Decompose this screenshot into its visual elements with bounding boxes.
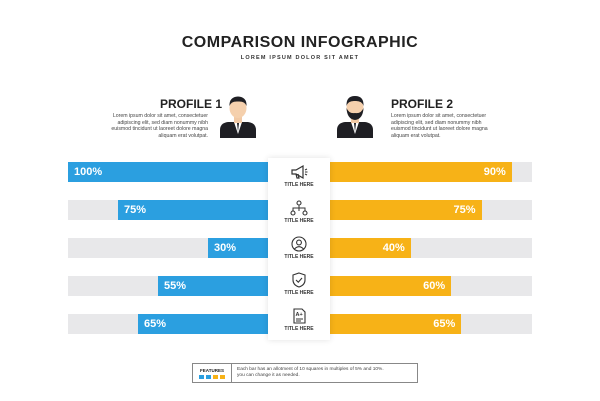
footer-legend-squares [199, 374, 225, 379]
man-avatar-icon [216, 92, 260, 138]
profile-1-bar: 55% [158, 276, 268, 296]
footer-legend-title: FEATURES [200, 367, 224, 373]
grade-document-icon: A+ [293, 308, 306, 324]
feature-4: TITLE HERE [268, 272, 330, 296]
feature-1-label: TITLE HERE [284, 182, 314, 188]
features-column: TITLE HERE TITLE HERE TITLE HERE TITLE H… [268, 158, 330, 340]
profile-1-bar: 100% [68, 162, 268, 182]
user-circle-icon [291, 236, 307, 252]
svg-text:A+: A+ [296, 312, 303, 318]
profile-1-bar: 65% [138, 314, 268, 334]
profile-2-bar: 75% [330, 200, 482, 220]
footer-note-line-1: Each bar has an allotment of 10 squares … [237, 367, 384, 372]
legend-square-blue [199, 374, 204, 379]
feature-3-label: TITLE HERE [284, 254, 314, 260]
bearded-man-avatar-icon [333, 92, 377, 138]
legend-square-yellow [213, 374, 218, 379]
profile-2-bar: 90% [330, 162, 512, 182]
profile-1-bar: 30% [208, 238, 268, 258]
legend-square-yellow [220, 374, 225, 379]
feature-4-label: TITLE HERE [284, 290, 314, 296]
footer-note-line-2: you can change it as needed. [237, 373, 300, 378]
profile-2-description: Lorem ipsum dolor sit amet, consectetuer… [391, 113, 488, 139]
legend-square-blue [206, 374, 211, 379]
profile-2-bar: 65% [330, 314, 462, 334]
profile-2-name: PROFILE 2 [391, 97, 454, 111]
profile-2-bar: 40% [330, 238, 411, 258]
footer-text: Each bar has an allotment of 10 squares … [232, 367, 384, 379]
feature-5-label: TITLE HERE [284, 326, 314, 332]
megaphone-icon [291, 164, 308, 180]
footer-note: FEATURES Each bar has an allotment of 10… [192, 363, 418, 383]
profile-2-bar: 60% [330, 276, 452, 296]
shield-check-icon [292, 272, 306, 288]
feature-2: TITLE HERE [268, 200, 330, 224]
feature-1: TITLE HERE [268, 164, 330, 188]
feature-5: A+ TITLE HERE [268, 308, 330, 332]
network-icon [290, 200, 308, 216]
profile-1-name: PROFILE 1 [160, 97, 223, 111]
profile-1-bar: 75% [118, 200, 268, 220]
page-title: COMPARISON INFOGRAPHIC [181, 34, 419, 51]
feature-2-label: TITLE HERE [284, 218, 314, 224]
feature-3: TITLE HERE [268, 236, 330, 260]
page-subtitle: LOREM IPSUM DOLOR SIT AMET [240, 55, 360, 61]
profile-1-description: Lorem ipsum dolor sit amet, consectetuer… [111, 113, 208, 139]
footer-legend: FEATURES [193, 364, 232, 382]
